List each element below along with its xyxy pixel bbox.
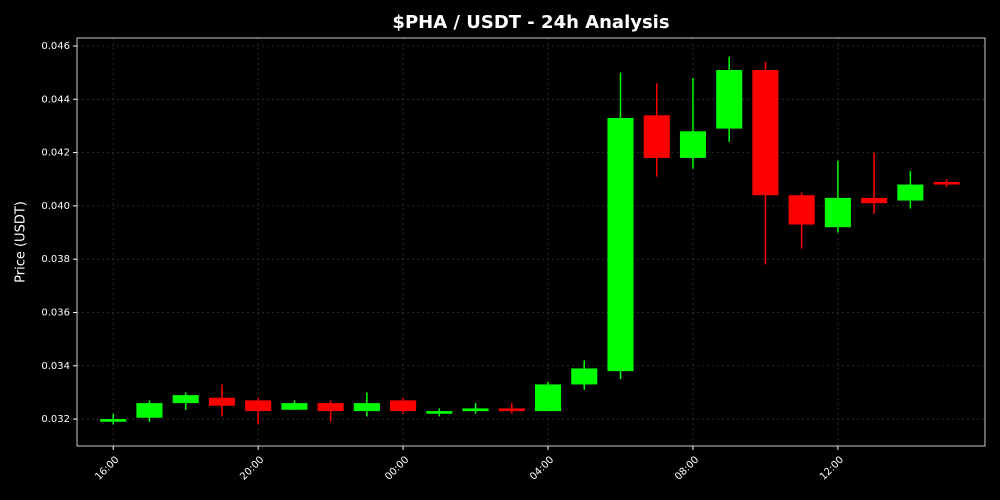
candle-body [716, 69, 743, 129]
candle-body [281, 403, 308, 410]
candle-body [571, 368, 598, 385]
candle-body [462, 408, 489, 412]
candle-body [317, 403, 344, 412]
candle-body [390, 400, 417, 412]
candle-body [172, 395, 199, 404]
candle-body [534, 384, 562, 412]
y-axis-label: Price (USDT) [14, 201, 29, 283]
y-tick-label: 0.032 [41, 414, 70, 425]
candle-body [933, 181, 960, 185]
candle-body [353, 403, 380, 412]
candle-body [861, 197, 888, 204]
y-tick-label: 0.034 [41, 361, 70, 372]
y-tick-label: 0.042 [41, 148, 70, 159]
candle-body [679, 131, 707, 158]
candle-body [607, 117, 634, 372]
candle-body [136, 403, 163, 418]
y-tick-label: 0.046 [41, 41, 70, 52]
candle-body [208, 397, 235, 406]
candle-body [100, 419, 127, 422]
candle-body [824, 197, 851, 228]
candle-body [643, 115, 670, 158]
y-tick-label: 0.036 [41, 307, 70, 318]
chart-title: $PHA / USDT - 24h Analysis [392, 12, 669, 33]
candle-body [426, 411, 453, 414]
candle-body [498, 408, 525, 412]
candle-body [752, 69, 779, 196]
y-tick-label: 0.040 [41, 201, 70, 212]
candle-body [897, 184, 924, 201]
y-tick-label: 0.044 [41, 94, 70, 105]
candle-body [245, 400, 272, 412]
y-tick-label: 0.038 [41, 254, 70, 265]
candle-body [788, 195, 815, 225]
plot-frame [76, 37, 986, 447]
